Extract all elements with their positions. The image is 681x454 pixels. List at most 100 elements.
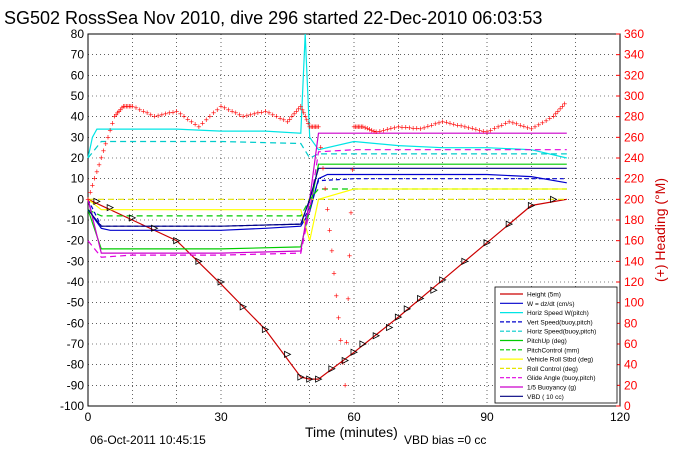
right-axis-label: (+) Heading (°M): [652, 178, 668, 282]
y2-tick-label: 20: [624, 378, 638, 392]
heading-point: +: [350, 165, 355, 175]
heading-point: +: [392, 123, 397, 133]
left-axis-ticks: 80 70 60 50 40 30 20 10 0 -10 -20 -30 -40 -50 -60 -70 -8…: [60, 27, 84, 413]
heading-point: +: [466, 123, 471, 133]
y2-tick-label: 100: [624, 296, 644, 310]
y2-tick-label: 180: [624, 213, 644, 227]
series-line-pitchcontrol-mm: [87, 188, 567, 217]
heading-point: +: [356, 122, 361, 132]
heading-point: +: [344, 337, 349, 347]
heading-point: +: [414, 124, 419, 134]
series-line-height-5m: [87, 198, 567, 380]
heading-point: +: [310, 122, 315, 132]
heading-point: +: [141, 107, 146, 117]
heading-point: +: [481, 126, 486, 136]
heading-point: +: [296, 104, 301, 114]
heading-point: +: [451, 119, 456, 129]
vbd-bias: VBD bias =0 cc: [404, 433, 486, 447]
heading-point: +: [374, 127, 379, 137]
height-marker: [239, 303, 248, 311]
heading-point: +: [407, 123, 412, 133]
heading-point: +: [470, 124, 475, 134]
height-marker: [328, 365, 336, 373]
heading-point: +: [447, 119, 452, 129]
heading-point: +: [422, 123, 427, 133]
legend-entry: Vehicle Roll Stbd (deg): [527, 357, 593, 364]
heading-point: +: [263, 107, 268, 117]
legend-entry: Glide Angle (buoy,pitch): [527, 375, 596, 382]
x-tick-label: 30: [214, 410, 228, 424]
heading-point: +: [385, 125, 390, 135]
heading-point: +: [495, 122, 500, 132]
y2-tick-label: 120: [624, 275, 644, 289]
heading-point: +: [122, 101, 127, 111]
heading-point: +: [429, 120, 434, 130]
y-tick-label: 70: [71, 48, 85, 62]
heading-point: +: [518, 120, 523, 130]
right-axis-ticks: 3603403203002802602402202001801601401201…: [616, 27, 644, 413]
heading-point: +: [244, 111, 249, 121]
height-marker: [372, 332, 381, 340]
heading-point: +: [124, 101, 129, 111]
heading-point: +: [113, 110, 118, 120]
y2-tick-label: 160: [624, 234, 644, 248]
series-layer: [87, 33, 567, 380]
heading-point: +: [88, 187, 93, 197]
heading-point: +: [403, 123, 408, 133]
legend-entry: 1/5 Buoyancy (g): [527, 385, 576, 392]
heading-point: +: [354, 122, 359, 132]
height-marker: [527, 201, 536, 210]
y2-tick-label: 40: [624, 358, 638, 372]
grid: [87, 33, 621, 407]
heading-point: +: [92, 174, 97, 184]
heading-point: +: [125, 101, 130, 111]
heading-point: +: [233, 108, 238, 118]
heading-point: +: [444, 118, 449, 128]
y2-tick-label: 220: [624, 172, 644, 186]
heading-point: +: [529, 124, 534, 134]
height-marker: [439, 276, 447, 284]
heading-point: +: [345, 294, 350, 304]
height-marker: [195, 257, 203, 265]
heading-point: +: [137, 105, 142, 115]
height-marker: [315, 375, 323, 383]
heading-point: +: [255, 108, 260, 118]
heading-point: +: [301, 108, 306, 118]
y2-tick-label: 140: [624, 254, 644, 268]
legend-entry: Roll Control (deg): [527, 366, 578, 373]
legend-entry: VBD ( 10 cc): [527, 394, 564, 401]
heading-point: +: [499, 120, 504, 130]
timestamp: 06-Oct-2011 10:45:15: [90, 433, 206, 447]
heading-point: +: [459, 121, 464, 131]
heading-point: +: [303, 112, 308, 122]
heading-point: +: [327, 225, 332, 235]
heading-point: +: [118, 105, 123, 115]
heading-point: +: [127, 101, 132, 111]
heading-point: +: [473, 125, 478, 135]
heading-point: +: [562, 99, 567, 109]
heading-point: +: [367, 125, 372, 135]
heading-point: +: [277, 113, 282, 123]
heading-point: +: [178, 109, 183, 119]
heading-point: +: [281, 115, 286, 125]
y2-tick-label: 360: [624, 27, 644, 41]
heading-point: +: [313, 122, 318, 132]
heading-point: +: [532, 122, 537, 132]
heading-point: +: [133, 103, 138, 113]
height-marker: [394, 313, 403, 321]
heading-point: +: [121, 101, 126, 111]
heading-point: +: [338, 336, 343, 346]
y-tick-label: -60: [67, 316, 85, 330]
heading-point: +: [396, 122, 401, 132]
heading-point: +: [101, 146, 106, 156]
heading-point: +: [514, 119, 519, 129]
heading-point: +: [371, 126, 376, 136]
heading-point: +: [525, 123, 530, 133]
x-axis-ticks: 0 30 60 90 120: [85, 410, 631, 424]
heading-point: +: [455, 120, 460, 130]
y2-tick-label: 280: [624, 110, 644, 124]
y2-tick-label: 0: [624, 399, 631, 413]
y2-tick-label: 200: [624, 192, 644, 206]
heading-point: +: [292, 109, 297, 119]
heading-point: +: [311, 122, 316, 132]
